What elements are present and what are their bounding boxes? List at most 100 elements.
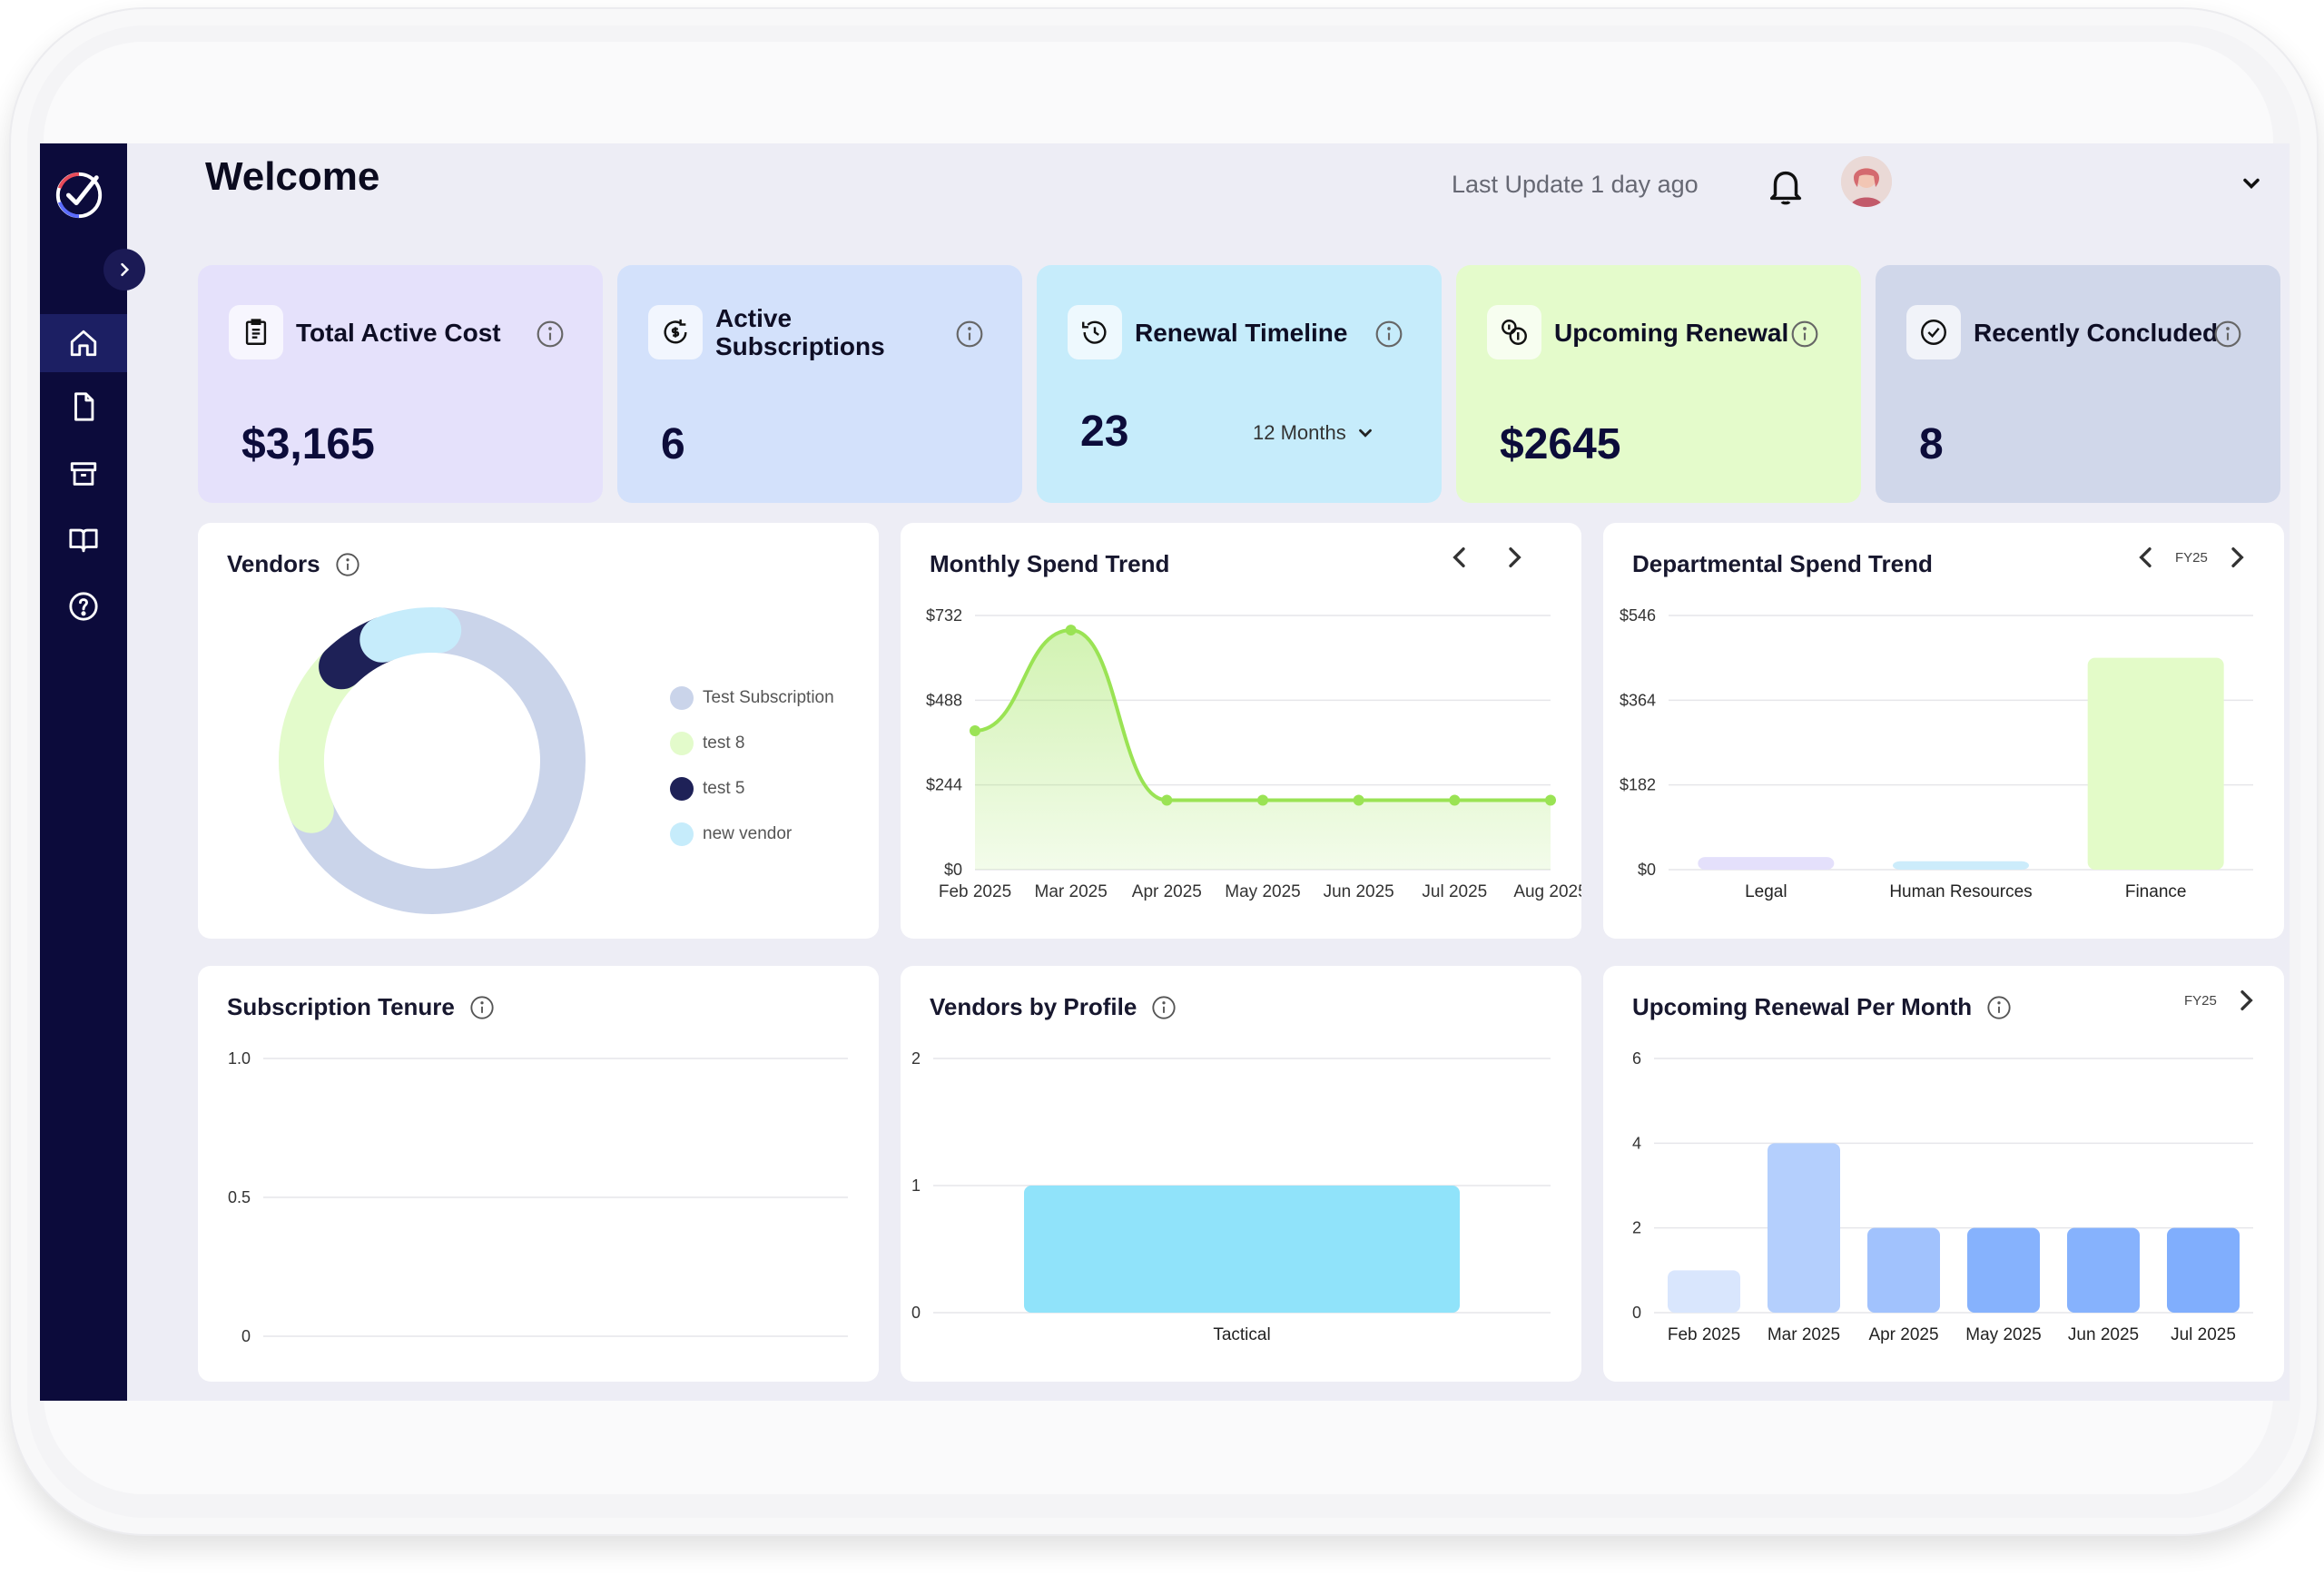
y-tick-label: 1.0	[228, 1049, 251, 1068]
monthly-spend-chart: $0 $244 $488 $732 Feb 2025 Mar 2025 Apr 2025 Ma…	[926, 606, 1581, 901]
info-icon[interactable]	[1374, 320, 1403, 349]
y-tick-label: $0	[1638, 861, 1656, 879]
vendors-legend: Test Subscription test 8 test 5 new vendor	[670, 675, 834, 857]
bar	[1867, 1227, 1940, 1313]
legend-item[interactable]: Test Subscription	[670, 675, 834, 721]
x-tick-label: Feb 2025	[1668, 1325, 1740, 1344]
series-line	[974, 628, 1551, 802]
bar	[2087, 657, 2224, 870]
stat-card-active-subscriptions[interactable]: Active Subscriptions 6	[617, 265, 1022, 503]
legend-swatch	[670, 777, 694, 801]
legend-item[interactable]: new vendor	[670, 812, 834, 857]
last-update-text: Last Update 1 day ago	[1452, 171, 1699, 198]
bell-icon[interactable]	[1765, 165, 1807, 207]
x-tick-label: Jun 2025	[1324, 882, 1394, 901]
card-title: Vendors by Profile	[930, 993, 1137, 1020]
y-tick-label: $364	[1620, 691, 1656, 709]
stat-title: Recently Concluded	[1974, 318, 2219, 347]
home-icon	[70, 330, 97, 357]
y-tick-label: 0.5	[228, 1188, 251, 1206]
x-tick-label: Finance	[2125, 882, 2187, 901]
chevron-left-icon[interactable]	[1445, 543, 1474, 572]
chevron-right-icon[interactable]	[2231, 986, 2260, 1015]
chevron-right-icon[interactable]	[2222, 543, 2251, 572]
bar	[1668, 1270, 1740, 1313]
sidebar-expand-button[interactable]	[103, 249, 145, 290]
y-tick-label: $488	[926, 691, 962, 709]
card-subscription-tenure: Subscription Tenure 0 0.5 1.0	[198, 966, 879, 1382]
card-upcoming-renewal-per-month: Upcoming Renewal Per Month FY25 0 2 4 6 Feb …	[1603, 966, 2284, 1382]
card-monthly-spend-trend: Monthly Spend Trend $0 $244 $488 $732 Feb 20…	[901, 523, 1581, 939]
bar	[1893, 861, 2029, 870]
stat-value: 23	[1080, 408, 1129, 456]
legend-item[interactable]: test 5	[670, 766, 834, 812]
x-tick-label: Mar 2025	[1768, 1325, 1840, 1344]
chevron-right-icon[interactable]	[1500, 543, 1529, 572]
stat-card-renewal-timeline[interactable]: Renewal Timeline 23 12 Months	[1037, 265, 1442, 503]
bar	[1024, 1186, 1460, 1313]
app-screen: Welcome Last Update 1 day ago Total Acti…	[40, 143, 2290, 1401]
sidebar-item-documents[interactable]	[40, 378, 127, 436]
info-icon[interactable]	[1790, 320, 1819, 349]
y-tick-label: 0	[1632, 1304, 1641, 1322]
logo-icon	[55, 172, 103, 219]
card-title: Monthly Spend Trend	[930, 550, 1170, 577]
vendors-by-profile-chart: 0 1 2 Tactical	[911, 1049, 1551, 1344]
stat-card-upcoming-renewal[interactable]: Upcoming Renewal $2645	[1456, 265, 1861, 503]
x-tick-label: Aug 2025	[1513, 882, 1581, 901]
help-icon	[69, 592, 98, 621]
data-point	[1257, 794, 1268, 806]
info-icon[interactable]	[335, 552, 360, 577]
avatar[interactable]	[1841, 156, 1892, 207]
clipboard-dollar-icon	[245, 319, 267, 345]
sidebar-item-archive[interactable]	[40, 445, 127, 503]
chevron-down-icon[interactable]	[2239, 171, 2264, 196]
y-tick-label: $182	[1620, 776, 1656, 794]
stat-value: 6	[661, 420, 685, 468]
card-title: Upcoming Renewal Per Month	[1632, 993, 1973, 1020]
x-tick-label: Mar 2025	[1035, 882, 1108, 901]
y-tick-label: 2	[911, 1049, 921, 1068]
data-point	[1545, 794, 1556, 806]
card-title: Subscription Tenure	[227, 993, 455, 1020]
check-circle-icon	[1921, 320, 1946, 345]
info-icon[interactable]	[1986, 995, 2012, 1020]
legend-item[interactable]: test 8	[670, 721, 834, 766]
y-tick-label: 4	[1632, 1134, 1641, 1152]
stat-title: Upcoming Renewal	[1554, 318, 1789, 347]
x-tick-label: Human Resources	[1889, 882, 2032, 901]
data-point	[1065, 625, 1077, 636]
info-icon[interactable]	[469, 995, 495, 1020]
sidebar-item-book[interactable]	[40, 510, 127, 568]
chevron-right-icon	[121, 262, 130, 277]
x-tick-label: Feb 2025	[939, 882, 1011, 901]
info-icon[interactable]	[536, 320, 565, 349]
legend-label: new vendor	[703, 824, 793, 843]
y-tick-label: 1	[911, 1176, 921, 1195]
fiscal-year-label: FY25	[2184, 992, 2217, 1009]
legend-swatch	[670, 822, 694, 846]
y-tick-label: 6	[1632, 1049, 1641, 1068]
info-icon[interactable]	[2213, 320, 2242, 349]
stat-card-recently-concluded[interactable]: Recently Concluded 8	[1876, 265, 2280, 503]
bar	[1967, 1227, 2040, 1313]
legend-swatch	[670, 686, 694, 710]
donut-slice	[359, 607, 462, 663]
bar	[2067, 1227, 2140, 1313]
info-icon[interactable]	[955, 320, 984, 349]
info-icon[interactable]	[1151, 995, 1177, 1020]
chevron-down-icon	[1358, 428, 1372, 438]
upcoming-renewal-chart: 0 2 4 6 Feb 2025 Mar 2025 Apr 2025 May 2025 Jun …	[1632, 1049, 2253, 1344]
stat-title: Total Active Cost	[296, 318, 501, 347]
sidebar-item-help[interactable]	[40, 577, 127, 635]
stat-value: $3,165	[241, 420, 375, 468]
vendors-donut-chart	[279, 607, 586, 914]
stat-card-total-active-cost[interactable]: Total Active Cost $3,165	[198, 265, 603, 503]
card-departmental-spend-trend: Departmental Spend Trend FY25 $0 $182 $364…	[1603, 523, 2284, 939]
sidebar-item-home[interactable]	[40, 314, 127, 372]
months-select[interactable]: 12 Months	[1253, 421, 1375, 445]
x-tick-label: Jul 2025	[2171, 1325, 2236, 1344]
legend-label: test 8	[703, 733, 745, 753]
data-point	[1353, 794, 1364, 806]
chevron-left-icon[interactable]	[2132, 543, 2161, 572]
